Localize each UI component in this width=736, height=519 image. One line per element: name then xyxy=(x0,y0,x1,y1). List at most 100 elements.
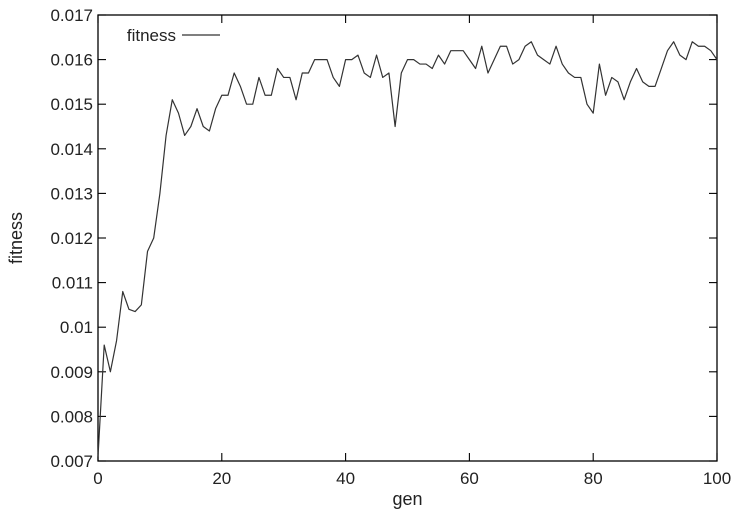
data-point xyxy=(623,99,625,101)
data-point xyxy=(691,41,693,43)
y-axis-title: fitness xyxy=(6,212,26,264)
y-tick-label: 0.009 xyxy=(50,363,93,382)
data-point xyxy=(295,99,297,101)
y-tick-label: 0.014 xyxy=(50,140,93,159)
data-point xyxy=(710,49,712,51)
data-point xyxy=(474,67,476,69)
data-point xyxy=(134,310,136,312)
data-point xyxy=(431,67,433,69)
legend-label: fitness xyxy=(127,26,176,45)
x-tick-label: 20 xyxy=(212,469,231,488)
data-point xyxy=(666,49,668,51)
data-point xyxy=(437,54,439,56)
data-point xyxy=(679,54,681,56)
data-point xyxy=(462,49,464,51)
data-point xyxy=(388,72,390,74)
data-point xyxy=(115,339,117,341)
data-point xyxy=(524,45,526,47)
axis-ticks: 0 20 40 60 80 100 0.007 0.008 0.009 0.01 0.011 0.01… xyxy=(50,6,731,488)
data-point xyxy=(586,103,588,105)
data-point xyxy=(400,72,402,74)
data-point xyxy=(512,63,514,65)
data-point xyxy=(363,72,365,74)
data-point xyxy=(450,49,452,51)
data-point xyxy=(493,58,495,60)
data-point xyxy=(97,455,99,457)
data-point xyxy=(252,103,254,105)
data-point xyxy=(660,67,662,69)
y-tick-label: 0.01 xyxy=(60,318,93,337)
data-point xyxy=(598,63,600,65)
series-line-fitness xyxy=(97,41,718,457)
data-point xyxy=(196,107,198,109)
data-point xyxy=(406,58,408,60)
plot-frame xyxy=(97,14,718,462)
data-point xyxy=(258,76,260,78)
data-point xyxy=(394,125,396,127)
data-point xyxy=(505,45,507,47)
data-point xyxy=(635,67,637,69)
data-point xyxy=(153,237,155,239)
y-tick-label: 0.007 xyxy=(50,452,93,471)
data-point xyxy=(320,58,322,60)
x-tick-label: 40 xyxy=(336,469,355,488)
x-tick-label: 60 xyxy=(460,469,479,488)
data-point xyxy=(487,72,489,74)
data-point xyxy=(140,304,142,306)
plot-area xyxy=(97,14,718,462)
series-layer xyxy=(97,41,718,457)
data-point xyxy=(617,81,619,83)
data-point xyxy=(239,85,241,87)
data-point xyxy=(419,63,421,65)
data-point xyxy=(456,49,458,51)
data-point xyxy=(159,192,161,194)
data-point xyxy=(648,85,650,87)
data-point xyxy=(177,112,179,114)
data-point xyxy=(592,112,594,114)
data-point xyxy=(481,45,483,47)
data-point xyxy=(530,41,532,43)
data-point xyxy=(580,76,582,78)
data-point xyxy=(716,58,718,60)
data-point xyxy=(171,99,173,101)
data-point xyxy=(697,45,699,47)
x-tick-label: 100 xyxy=(703,469,731,488)
data-point xyxy=(468,58,470,60)
data-point xyxy=(307,72,309,74)
data-point xyxy=(369,76,371,78)
legend: fitness xyxy=(127,26,220,45)
data-point xyxy=(344,58,346,60)
data-point xyxy=(245,103,247,105)
data-point xyxy=(202,125,204,127)
data-point xyxy=(338,85,340,87)
data-point xyxy=(654,85,656,87)
data-point xyxy=(542,58,544,60)
data-point xyxy=(573,76,575,78)
data-point xyxy=(109,371,111,373)
data-point xyxy=(233,72,235,74)
data-point xyxy=(122,290,124,292)
data-point xyxy=(103,344,105,346)
data-point xyxy=(672,41,674,43)
y-tick-label: 0.011 xyxy=(52,274,93,293)
data-point xyxy=(604,94,606,96)
data-point xyxy=(561,63,563,65)
x-tick-label: 0 xyxy=(93,469,102,488)
data-point xyxy=(301,72,303,74)
data-point xyxy=(412,58,414,60)
data-point xyxy=(313,58,315,60)
data-point xyxy=(128,308,130,310)
data-point xyxy=(382,76,384,78)
data-point xyxy=(214,107,216,109)
data-point xyxy=(227,94,229,96)
data-point xyxy=(208,130,210,132)
data-point xyxy=(264,94,266,96)
x-tick-label: 80 xyxy=(584,469,603,488)
y-tick-label: 0.017 xyxy=(50,6,93,25)
data-point xyxy=(375,54,377,56)
y-tick-label: 0.016 xyxy=(50,51,93,70)
data-point xyxy=(190,125,192,127)
data-point xyxy=(283,76,285,78)
data-point xyxy=(567,72,569,74)
